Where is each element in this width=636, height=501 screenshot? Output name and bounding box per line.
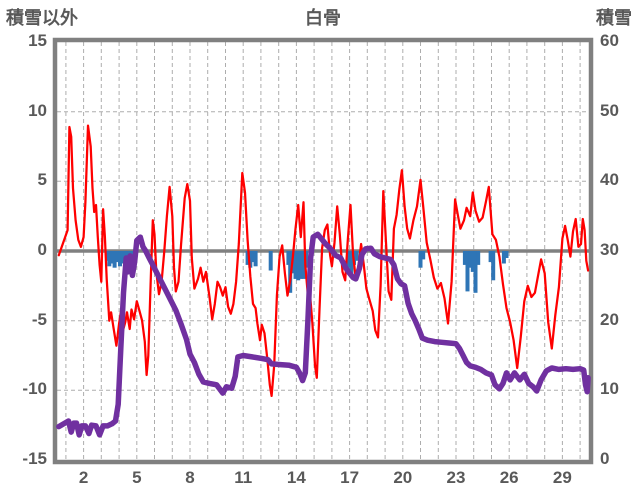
y-right-tick-label: 40: [600, 170, 619, 190]
y-right-tick-label: 60: [600, 31, 619, 51]
y-left-tick-label: 10: [28, 100, 47, 120]
chart-title: 白骨: [305, 8, 341, 28]
left-axis-title: 積雪以外: [6, 8, 78, 28]
x-axis-tick-label: 8: [185, 468, 195, 487]
y-right-tick-label: 0: [600, 449, 610, 469]
y-right-tick-label: 50: [600, 100, 619, 120]
y-right-tick-label: 10: [600, 379, 619, 399]
x-axis-tick-label: 2: [78, 468, 89, 487]
x-axis-tick-label: 20: [393, 468, 413, 487]
y-left-tick-label: -15: [22, 449, 47, 469]
y-right-tick-label: 30: [600, 240, 619, 260]
x-axis-tick-label: 14: [286, 468, 306, 487]
right-axis-title: 積雪: [596, 8, 632, 28]
y-right-tick-label: 20: [600, 309, 619, 329]
y-left-tick-label: -5: [31, 309, 47, 329]
y-left-tick-label: 5: [37, 170, 47, 190]
y-left-tick-label: 0: [37, 240, 47, 260]
x-axis-tick-label: 26: [499, 468, 519, 487]
x-axis-tick-label: 11: [234, 468, 253, 487]
y-left-tick-label: 15: [28, 31, 47, 51]
x-axis-tick-label: 29: [552, 468, 572, 487]
y-left-tick-label: -10: [22, 379, 47, 399]
x-axis-tick-label: 5: [132, 468, 142, 487]
x-axis-tick-label: 23: [446, 468, 466, 487]
x-axis-tick-label: 17: [340, 468, 360, 487]
